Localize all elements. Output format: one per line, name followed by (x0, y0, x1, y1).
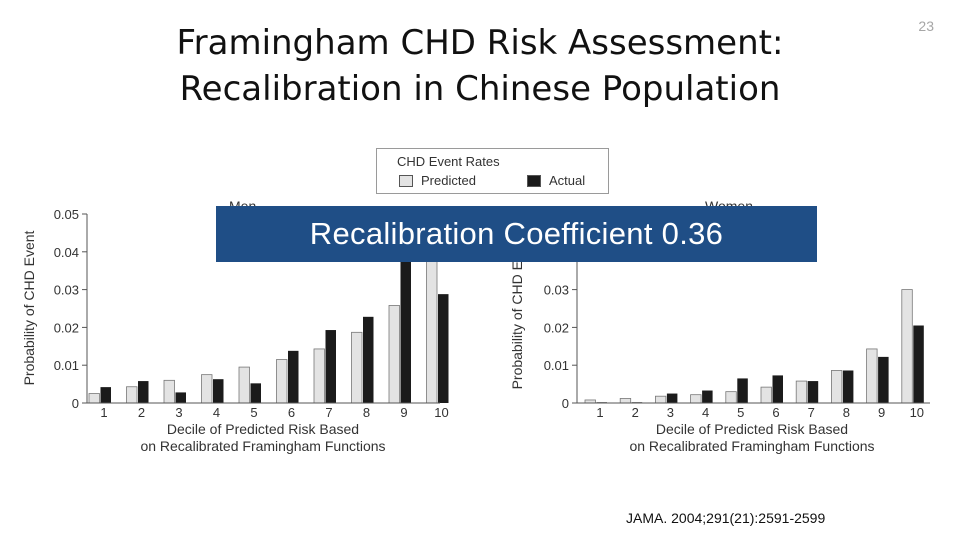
legend-swatch-actual (527, 174, 541, 187)
slide-title: Framingham CHD Risk Assessment: Recalibr… (0, 20, 960, 112)
women-bar-actual-9 (878, 356, 889, 403)
men-x-tick-label-2: 2 (138, 405, 145, 420)
legend-label-actual: Actual (549, 173, 586, 188)
men-x-tick-label-8: 8 (363, 405, 370, 420)
women-bar-actual-3 (666, 393, 678, 403)
women-y-axis-label: Probability of CHD Event (509, 234, 525, 389)
citation: JAMA. 2004;291(21):2591-2599 (626, 510, 826, 526)
men-y-tick-label-1: 0.01 (54, 358, 79, 373)
women-bars (584, 289, 924, 404)
slide-number: 23 (918, 18, 934, 34)
men-y-tick-label-0: 0 (72, 396, 79, 411)
legend-title: CHD Event Rates (397, 154, 500, 169)
women-bar-predicted-2 (619, 398, 632, 404)
men-x-tick-label-4: 4 (213, 405, 220, 420)
men-bar-predicted-9 (388, 305, 400, 404)
women-y-tick-label-3: 0.03 (544, 283, 569, 298)
women-x-axis-label-line1: Decile of Predicted Risk Based (656, 421, 848, 437)
men-bars (88, 221, 449, 404)
men-bar-predicted-4 (201, 374, 213, 404)
women-bar-actual-8 (842, 370, 854, 403)
women-x-tick-label-10: 10 (910, 405, 924, 420)
legend-swatch-predicted (399, 174, 413, 187)
women-y-tick-label-0: 0 (562, 396, 569, 411)
women-x-axis-label-line2: on Recalibrated Framingham Functions (629, 438, 874, 454)
men-bar-predicted-5 (238, 366, 250, 404)
women-bar-actual-4 (702, 390, 713, 403)
women-bar-predicted-5 (725, 391, 737, 404)
women-x-tick-label-6: 6 (772, 405, 779, 420)
men-bar-predicted-1 (88, 393, 100, 404)
men-x-tick-label-9: 9 (400, 405, 407, 420)
legend-label-predicted: Predicted (421, 173, 476, 188)
men-bar-actual-4 (213, 379, 224, 403)
men-bar-actual-1 (100, 387, 111, 403)
title-line-2: Recalibration in Chinese Population (179, 69, 781, 109)
women-y-tick-label-1: 0.01 (544, 358, 569, 373)
women-bar-actual-6 (772, 375, 783, 403)
women-bar-predicted-6 (760, 386, 772, 404)
women-y-tick-label-2: 0.02 (544, 320, 569, 335)
men-bar-actual-2 (138, 381, 149, 403)
men-y-tick-label-5: 0.05 (54, 207, 79, 222)
men-bar-predicted-6 (276, 359, 288, 404)
women-bar-predicted-7 (795, 380, 808, 404)
women-bar-actual-5 (737, 378, 748, 403)
women-bar-actual-10 (913, 325, 924, 403)
men-y-ticks: 0 0.01 0.02 0.03 0.04 0.05 (54, 207, 87, 411)
legend-item-actual: Actual (527, 173, 585, 188)
recalibration-banner: Recalibration Coefficient 0.36 (216, 206, 817, 262)
men-y-tick-label-3: 0.03 (54, 283, 79, 298)
men-x-tick-label-5: 5 (250, 405, 257, 420)
women-bar-predicted-8 (831, 370, 843, 404)
men-bar-actual-8 (363, 316, 374, 403)
women-x-ticks: 1 2 3 4 5 6 7 8 9 10 (596, 405, 924, 420)
women-x-tick-label-1: 1 (596, 405, 603, 420)
women-x-tick-label-3: 3 (667, 405, 674, 420)
men-y-tick-label-2: 0.02 (54, 320, 79, 335)
women-x-tick-label-9: 9 (878, 405, 885, 420)
chart-legend: CHD Event Rates Predicted Actual (376, 148, 609, 194)
women-bar-predicted-3 (655, 395, 667, 404)
men-x-tick-label-6: 6 (288, 405, 295, 420)
men-y-tick-label-4: 0.04 (54, 245, 79, 260)
women-bar-predicted-9 (866, 348, 878, 404)
women-x-tick-label-8: 8 (843, 405, 850, 420)
women-y-ticks: 0 0.01 0.02 0.03 (544, 283, 577, 411)
men-bar-actual-3 (175, 392, 186, 403)
women-bar-actual-7 (807, 381, 819, 403)
women-x-tick-label-2: 2 (632, 405, 639, 420)
men-x-tick-label-1: 1 (100, 405, 107, 420)
women-x-tick-label-5: 5 (737, 405, 744, 420)
men-x-axis-label-line1: Decile of Predicted Risk Based (167, 421, 359, 437)
men-x-tick-label-3: 3 (175, 405, 182, 420)
men-x-tick-label-10: 10 (434, 405, 448, 420)
men-bar-predicted-7 (313, 348, 325, 404)
men-x-ticks: 1 2 3 4 5 6 7 8 9 10 (100, 405, 448, 420)
men-bar-actual-9 (400, 221, 411, 403)
men-x-axis-label-line2: on Recalibrated Framingham Functions (140, 438, 385, 454)
women-bar-predicted-4 (690, 394, 702, 404)
men-bar-actual-10 (438, 294, 449, 403)
title-line-1: Framingham CHD Risk Assessment: (176, 23, 784, 63)
men-bar-predicted-2 (126, 386, 138, 404)
men-bar-predicted-8 (351, 331, 363, 404)
men-bar-actual-7 (325, 330, 336, 403)
women-x-tick-label-4: 4 (702, 405, 709, 420)
men-bar-predicted-3 (163, 379, 175, 404)
men-bar-actual-6 (288, 350, 299, 403)
women-x-tick-label-7: 7 (808, 405, 815, 420)
women-bar-predicted-10 (901, 289, 913, 404)
men-bar-actual-5 (250, 383, 261, 403)
men-y-axis-label: Probability of CHD Event (21, 230, 37, 385)
legend-item-predicted: Predicted (399, 173, 476, 188)
men-x-tick-label-7: 7 (325, 405, 332, 420)
